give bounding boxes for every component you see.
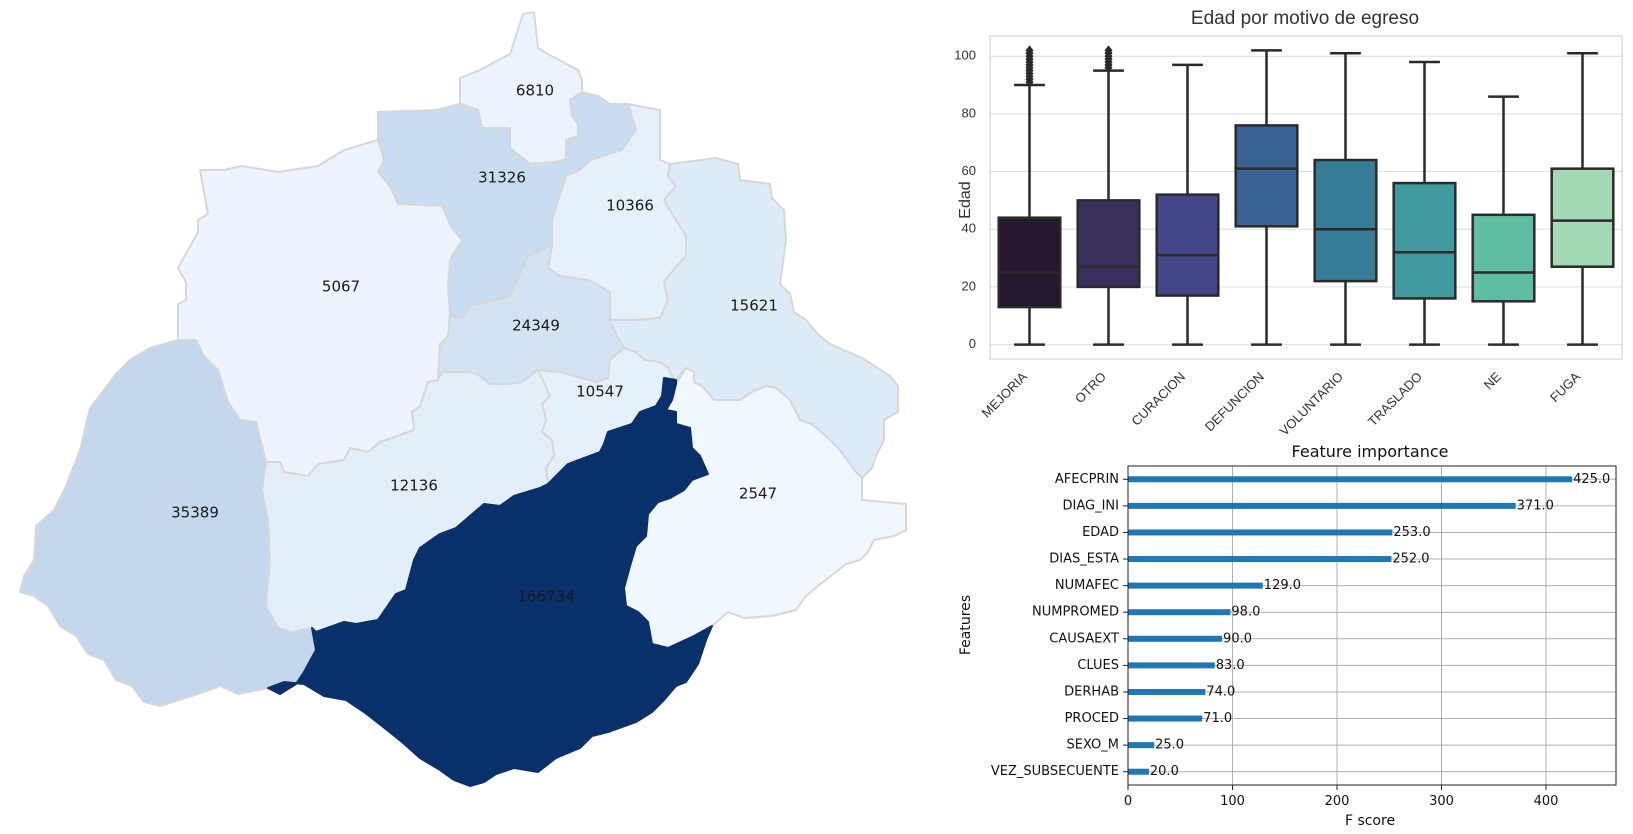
box-iqr <box>1076 199 1141 289</box>
y-axis-label: Edad <box>957 181 974 218</box>
feature-importance-chart: Feature importance F score Features 425.… <box>958 442 1617 829</box>
x-tick-label: DEFUNCION <box>1202 369 1267 434</box>
importance-bar <box>1128 582 1263 589</box>
box-defuncion <box>1234 49 1299 346</box>
y-tick-label: AFECPRIN <box>1055 472 1119 487</box>
box-fuga <box>1550 52 1615 346</box>
y-tick-label: NUMPROMED <box>1032 605 1119 620</box>
y-tick-label: 20 <box>962 278 976 293</box>
y-tick-label: PROCED <box>1065 711 1119 726</box>
y-tick-label: DERHAB <box>1064 684 1119 699</box>
y-tick-label: DIAS_ESTA <box>1049 552 1119 567</box>
x-axis-label: F score <box>1345 813 1395 829</box>
outlier-point <box>1025 45 1034 56</box>
y-tick-label: EDAD <box>1082 525 1119 540</box>
x-tick-label: MEJORIA <box>979 369 1031 421</box>
y-tick-label: NUMAFEC <box>1055 578 1119 593</box>
box-iqr <box>1234 124 1299 228</box>
map-region-label: 35389 <box>171 504 219 522</box>
box-iqr <box>1550 167 1615 268</box>
x-tick-label: TRASLADO <box>1365 369 1425 429</box>
map-region-label: 31326 <box>478 169 526 187</box>
bar-value-label: 74.0 <box>1206 684 1235 699</box>
bar-value-label: 371.0 <box>1517 498 1554 513</box>
box-otro <box>1076 45 1141 346</box>
bar-value-label: 252.0 <box>1392 552 1429 567</box>
bar-value-label: 20.0 <box>1150 764 1179 779</box>
y-tick-label: VEZ_SUBSECUENTE <box>991 764 1119 779</box>
box-curacion <box>1155 63 1220 346</box>
municipality-map: 6810 31326 10366 5067 24349 15621 10547 35389 12… <box>19 11 907 787</box>
y-tick-label: CAUSAEXT <box>1049 631 1119 646</box>
importance-bar <box>1128 688 1206 695</box>
box-ne <box>1471 95 1536 346</box>
box-traslado <box>1392 60 1457 346</box>
map-region-166734[interactable] <box>267 377 713 787</box>
x-tick-label: 300 <box>1429 794 1454 809</box>
y-tick-label: 100 <box>954 48 976 63</box>
x-tick-label: CURACION <box>1128 369 1188 429</box>
map-region-label: 2547 <box>739 485 777 503</box>
y-tick-label: 0 <box>969 336 976 351</box>
y-tick-label: 60 <box>962 163 976 178</box>
map-region-label: 10547 <box>576 383 624 401</box>
importance-bar <box>1128 635 1223 642</box>
bar-value-label: 25.0 <box>1155 738 1184 753</box>
map-region-label: 24349 <box>512 317 560 335</box>
plot-frame <box>989 35 1623 360</box>
box-plot: Edad por motivo de egreso Edad 0 20 40 60 80… <box>954 8 1623 439</box>
box-mejoria <box>997 45 1062 346</box>
importance-bar <box>1128 476 1573 483</box>
map-region-label: 10366 <box>606 197 654 215</box>
bar-value-label: 71.0 <box>1203 711 1232 726</box>
y-tick-label: DIAG_INI <box>1063 498 1119 513</box>
chart-title: Feature importance <box>1292 442 1449 461</box>
y-axis-label: Features <box>958 595 974 655</box>
importance-bar <box>1128 742 1155 749</box>
bar-value-label: 98.0 <box>1231 605 1260 620</box>
chart-title: Edad por motivo de egreso <box>1191 8 1419 29</box>
importance-bar <box>1128 556 1392 563</box>
map-region-label: 5067 <box>322 278 360 296</box>
map-region-label: 6810 <box>516 82 554 100</box>
map-region-label: 15621 <box>730 297 778 315</box>
x-tick-label: 400 <box>1534 794 1559 809</box>
importance-bar <box>1128 529 1393 536</box>
box-iqr <box>1313 158 1378 283</box>
importance-bar <box>1128 768 1149 775</box>
x-tick-label: 100 <box>1220 794 1245 809</box>
x-tick-label: OTRO <box>1072 369 1109 406</box>
box-voluntario <box>1313 52 1378 346</box>
importance-bar <box>1128 662 1215 669</box>
y-tick-label: SEXO_M <box>1067 738 1120 753</box>
x-tick-label: NE <box>1481 369 1505 393</box>
bar-value-label: 83.0 <box>1216 658 1245 673</box>
map-region-label: 12136 <box>390 477 438 495</box>
importance-bar <box>1128 609 1231 616</box>
bar-value-label: 253.0 <box>1393 525 1430 540</box>
outlier-point <box>1104 45 1113 56</box>
box-iqr <box>1392 181 1457 300</box>
box-iqr <box>997 216 1062 309</box>
x-tick-label: 0 <box>1124 794 1132 809</box>
importance-bar <box>1128 502 1516 509</box>
x-tick-label: FUGA <box>1547 369 1583 405</box>
y-tick-label: CLUES <box>1077 658 1119 673</box>
map-region-label: 166734 <box>517 588 574 606</box>
x-tick-label: 200 <box>1325 794 1350 809</box>
plot-frame <box>1127 465 1617 786</box>
bar-value-label: 425.0 <box>1573 472 1610 487</box>
x-tick-label: VOLUNTARIO <box>1276 369 1346 439</box>
y-tick-label: 40 <box>962 221 976 236</box>
importance-bar <box>1128 715 1203 722</box>
box-iqr <box>1155 193 1220 297</box>
bar-value-label: 129.0 <box>1264 578 1301 593</box>
y-tick-label: 80 <box>962 105 976 120</box>
bar-value-label: 90.0 <box>1223 631 1252 646</box>
box-iqr <box>1471 213 1536 303</box>
